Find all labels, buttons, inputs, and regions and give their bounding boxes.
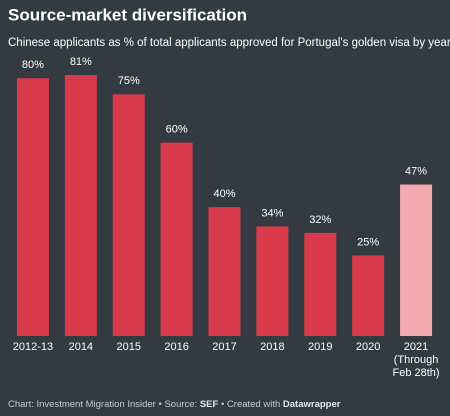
value-label: 75%: [118, 75, 140, 87]
x-tick-label: 2014: [68, 341, 94, 353]
x-tick-label: 2012-13: [12, 341, 54, 353]
chart-title: Source-market diversification: [8, 5, 247, 24]
footer-source: SEF: [199, 399, 219, 410]
footer: Chart: Investment Migration Insider • So…: [8, 399, 340, 410]
value-label: 81%: [70, 56, 92, 68]
x-tick-label: 2020: [355, 341, 381, 353]
value-label: 34%: [261, 207, 283, 219]
bar: [64, 75, 97, 336]
x-tick-label: 2016: [164, 341, 189, 353]
value-label: 80%: [22, 59, 44, 71]
bar: [112, 94, 145, 336]
x-tick-label: 2021 (Through Feb 28th): [392, 341, 440, 379]
value-label: 40%: [213, 188, 235, 200]
bar: [256, 226, 289, 336]
chart-subtitle: Chinese applicants as % of total applica…: [8, 37, 450, 49]
bar: [208, 207, 241, 336]
x-tick-label: 2015: [116, 341, 141, 353]
footer-tool: Datawrapper: [282, 399, 341, 410]
value-label: 25%: [357, 236, 379, 248]
x-tick-label: 2019: [308, 341, 333, 353]
bar: [400, 184, 433, 336]
footer-text: • Created with: [220, 399, 281, 410]
x-tick-label: 2018: [260, 341, 285, 353]
bar: [304, 232, 337, 336]
x-tick-label: 2017: [212, 341, 237, 353]
bar: [160, 142, 193, 336]
bar: [16, 78, 49, 336]
value-label: 60%: [166, 124, 188, 136]
value-label: 32%: [309, 214, 331, 226]
bar: [352, 255, 385, 336]
footer-text: Chart: Investment Migration Insider • So…: [8, 399, 198, 410]
value-label: 47%: [405, 165, 427, 177]
